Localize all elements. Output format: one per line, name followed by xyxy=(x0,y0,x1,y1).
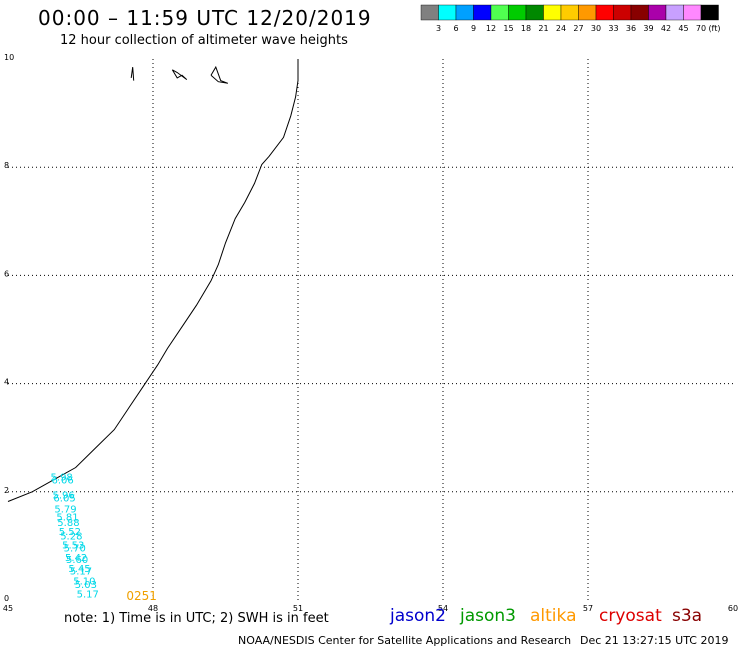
lat-tick-label: 4 xyxy=(4,378,9,387)
legend-label: 45 xyxy=(678,24,688,33)
swh-value-label: 5.88 xyxy=(57,518,79,529)
satellite-altika-label: altika xyxy=(530,606,577,626)
swh-value-label: 5.42 xyxy=(65,553,87,564)
legend-label: 39 xyxy=(643,24,653,33)
swh-value-label: 5.03 xyxy=(75,580,97,591)
satellite-cryosat-label: cryosat xyxy=(599,606,662,626)
generation-timestamp: Dec 21 13:27:15 UTC 2019 xyxy=(580,634,729,647)
swh-value-label: 5.70 xyxy=(64,543,86,554)
legend-label: 3 xyxy=(436,24,441,33)
lat-tick-label: 0 xyxy=(4,594,9,603)
swh-value-label: 5.52 xyxy=(59,527,81,538)
legend-label: 18 xyxy=(521,24,531,33)
legend-label: 42 xyxy=(661,24,671,33)
satellite-s3a-label: s3a xyxy=(672,606,703,626)
coastline xyxy=(7,59,299,502)
pass-time-label: 0251 xyxy=(126,589,157,603)
satellite-jason2-label: jason2 xyxy=(390,606,446,626)
swh-value-label: 5.53 xyxy=(62,541,84,552)
satellite-jason3-label: jason3 xyxy=(460,606,516,626)
legend-label: 27 xyxy=(573,24,583,33)
island-outline xyxy=(130,67,135,81)
swh-value-label: 5.60 xyxy=(66,555,88,566)
legend-label: 12 xyxy=(486,24,496,33)
somalia-coastline xyxy=(7,59,299,502)
swh-value-label: 5.17 xyxy=(77,589,99,600)
legend-label: 24 xyxy=(556,24,566,33)
lat-tick-label: 6 xyxy=(4,269,9,278)
island-outline xyxy=(210,65,229,84)
lat-tick-label: 10 xyxy=(4,53,14,62)
swh-value-label: 5.17 xyxy=(70,567,92,578)
altimeter-track: 5.986.06 5.966.055.795.815.885.525.285.53… xyxy=(51,472,157,603)
swh-value-label: 5.96 xyxy=(52,490,74,501)
lon-tick-label: 60 xyxy=(728,604,738,613)
legend-label: 70 xyxy=(696,24,706,33)
swh-value-label: 5.98 xyxy=(51,472,73,483)
legend-label: 36 xyxy=(626,24,636,33)
swh-value-label: 6.06 xyxy=(52,476,74,487)
units-note: note: 1) Time is in UTC; 2) SWH is in fe… xyxy=(64,611,329,626)
swh-value-label: 5.28 xyxy=(60,531,82,542)
legend-label: 30 xyxy=(591,24,601,33)
lon-tick-label: 51 xyxy=(293,604,303,613)
lon-tick-label: 48 xyxy=(148,604,158,613)
swh-value-label: 5.81 xyxy=(56,512,78,523)
lon-tick-label: 57 xyxy=(583,604,593,613)
legend-label: 6 xyxy=(453,24,458,33)
axis-labels: 45 48 51 54 57 60 0 2 4 6 8 10 xyxy=(3,53,738,613)
lon-tick-label: 45 xyxy=(3,604,13,613)
swh-value-label: 6.05 xyxy=(53,494,75,505)
credit-line: NOAA/NESDIS Center for Satellite Applica… xyxy=(238,634,572,647)
page-subtitle: 12 hour collection of altimeter wave hei… xyxy=(60,33,348,48)
legend-label: 9 xyxy=(471,24,476,33)
legend-unit: (ft) xyxy=(708,24,720,33)
page-title: 00:00 – 11:59 UTC 12/20/2019 xyxy=(38,6,372,30)
lat-tick-label: 2 xyxy=(4,486,9,495)
legend-label: 21 xyxy=(538,24,548,33)
swh-value-label: 5.79 xyxy=(54,504,76,515)
lon-tick-label: 54 xyxy=(438,604,448,613)
swh-value-label: 5.10 xyxy=(73,576,95,587)
wave-height-color-legend: 3 6 9 12 15 18 21 24 27 30 33 36 39 42 45 70 (ft) xyxy=(420,4,721,33)
legend-label: 33 xyxy=(608,24,618,33)
lat-tick-label: 8 xyxy=(4,161,9,170)
island-outline xyxy=(171,69,188,81)
swh-value-label: 5.45 xyxy=(68,564,90,575)
legend-label: 15 xyxy=(503,24,513,33)
lat-lon-grid xyxy=(8,59,733,600)
legend-swatch xyxy=(700,4,719,21)
